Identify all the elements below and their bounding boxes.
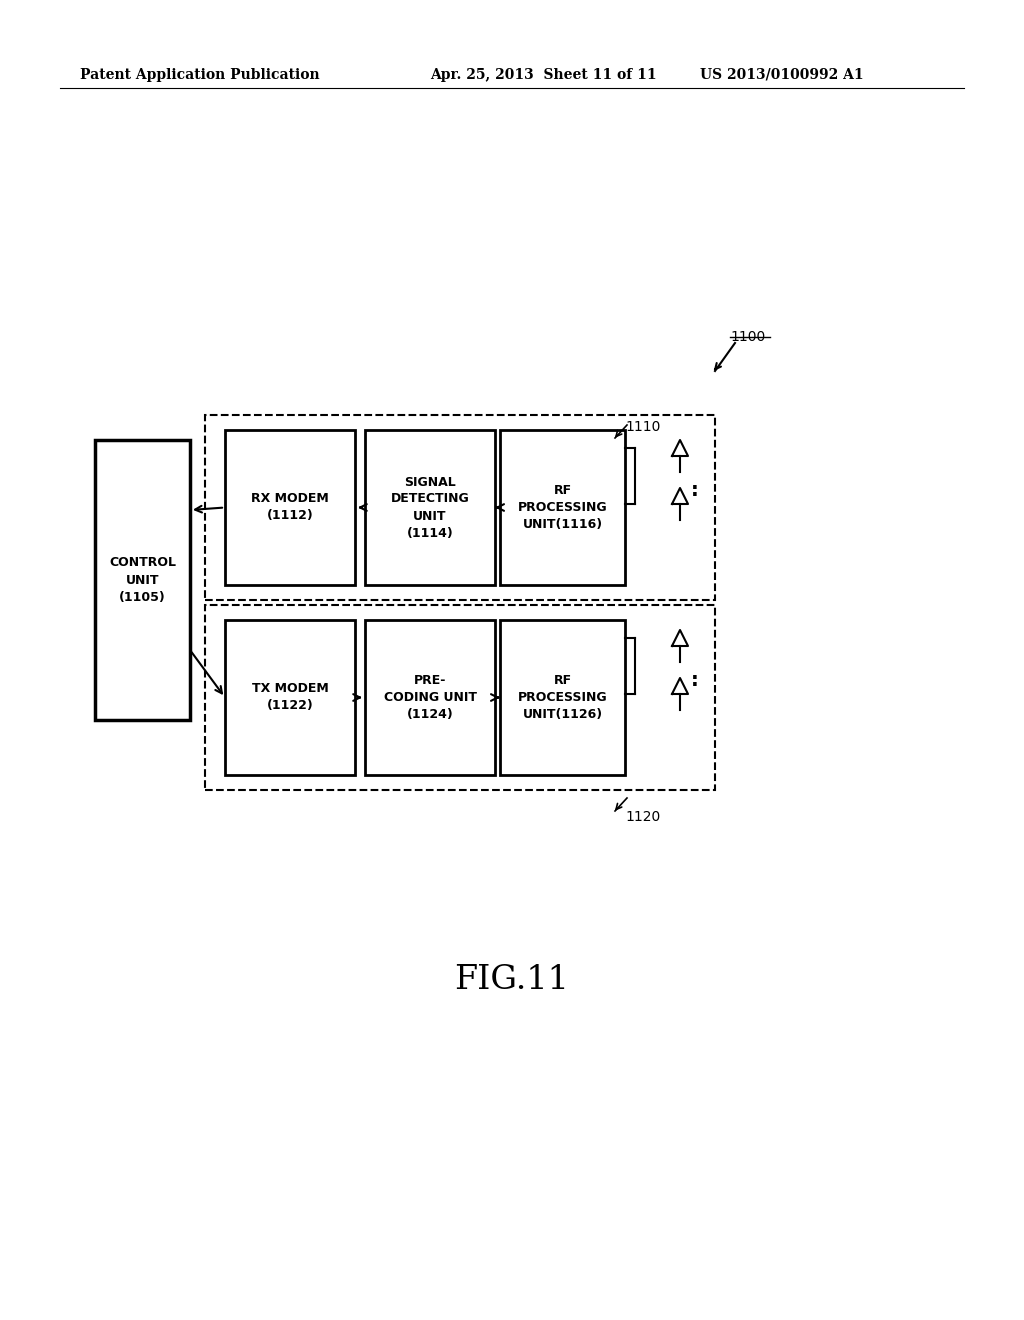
Text: 1120: 1120 (625, 810, 660, 824)
FancyBboxPatch shape (500, 430, 625, 585)
Text: RX MODEM
(1112): RX MODEM (1112) (251, 492, 329, 523)
FancyBboxPatch shape (225, 430, 355, 585)
Text: RF
PROCESSING
UNIT(1116): RF PROCESSING UNIT(1116) (518, 484, 607, 531)
FancyBboxPatch shape (95, 440, 190, 719)
FancyBboxPatch shape (225, 620, 355, 775)
Text: US 2013/0100992 A1: US 2013/0100992 A1 (700, 69, 863, 82)
Text: RF
PROCESSING
UNIT(1126): RF PROCESSING UNIT(1126) (518, 675, 607, 721)
Text: TX MODEM
(1122): TX MODEM (1122) (252, 682, 329, 713)
Text: SIGNAL
DETECTING
UNIT
(1114): SIGNAL DETECTING UNIT (1114) (390, 475, 469, 540)
Text: Patent Application Publication: Patent Application Publication (80, 69, 319, 82)
FancyBboxPatch shape (365, 620, 495, 775)
Text: PRE-
CODING UNIT
(1124): PRE- CODING UNIT (1124) (384, 675, 476, 721)
Text: :: : (691, 480, 698, 499)
Text: :: : (691, 671, 698, 689)
Text: 1100: 1100 (730, 330, 765, 345)
Text: 1110: 1110 (625, 420, 660, 434)
FancyBboxPatch shape (365, 430, 495, 585)
FancyBboxPatch shape (500, 620, 625, 775)
Text: Apr. 25, 2013  Sheet 11 of 11: Apr. 25, 2013 Sheet 11 of 11 (430, 69, 656, 82)
Text: FIG.11: FIG.11 (455, 964, 569, 997)
Text: CONTROL
UNIT
(1105): CONTROL UNIT (1105) (109, 557, 176, 603)
